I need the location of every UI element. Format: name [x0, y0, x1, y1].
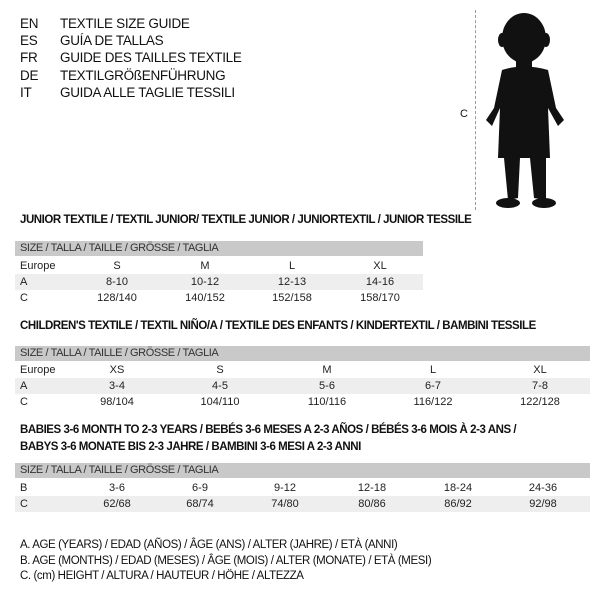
table-cell: 116/122 [413, 396, 453, 408]
table-row: C 98/104 104/110 110/116 116/122 122/128 [15, 394, 590, 410]
table-cell: L [429, 364, 437, 376]
table-cell: 7-8 [532, 380, 548, 392]
table-title-line2: BABYS 3-6 MONATE BIS 2-3 JAHRE / BAMBINI… [20, 441, 361, 453]
table-cell: XS [109, 364, 125, 376]
guide-title: GUÍA DE TALLAS [60, 33, 164, 49]
table-cell: 8-10 [105, 276, 129, 288]
language-code: ES [20, 33, 38, 49]
table-cell: M [200, 260, 210, 272]
table-cell: 152/158 [272, 292, 312, 304]
table-row: C 62/68 68/74 74/80 80/86 86/92 92/98 [15, 496, 590, 512]
note-line: C. (cm) HEIGHT / ALTURA / HAUTEUR / HÖHE… [20, 570, 304, 582]
table-cell: XL [533, 364, 547, 376]
table-cell: 3-4 [109, 380, 125, 392]
table-header: SIZE / TALLA / TAILLE / GRÖSSE / TAGLIA [15, 346, 590, 361]
row-label: C [20, 498, 28, 510]
measure-label: C [460, 108, 468, 120]
table-cell: 14-16 [365, 276, 395, 288]
row-label: C [20, 292, 28, 304]
table-cell: 24-36 [528, 482, 558, 494]
table-cell: 12-18 [357, 482, 387, 494]
table-cell: 3-6 [109, 482, 125, 494]
language-code: IT [20, 84, 32, 100]
table-cell: 92/98 [529, 498, 557, 510]
guide-title: GUIDA ALLE TAGLIE TESSILI [60, 84, 235, 100]
row-label: B [20, 482, 28, 494]
table-cell: L [288, 260, 296, 272]
note-line: B. AGE (MONTHS) / EDAD (MESES) / ÂGE (MO… [20, 554, 432, 567]
table-row: A 3-4 4-5 5-6 6-7 7-8 [15, 378, 590, 394]
table-cell: 4-5 [212, 380, 228, 392]
table-cell: S [113, 260, 121, 272]
table-title: BABIES 3-6 MONTH TO 2-3 YEARS / BEBÉS 3-… [20, 424, 517, 436]
table-cell: 158/170 [360, 292, 400, 304]
table-header: SIZE / TALLA / TAILLE / GRÖSSE / TAGLIA [15, 463, 590, 478]
table-cell: 98/104 [100, 396, 134, 408]
table-row: C 128/140 140/152 152/158 158/170 [15, 290, 423, 306]
table-cell: 140/152 [185, 292, 225, 304]
table-cell: 6-9 [192, 482, 208, 494]
table-row: Europe S M L XL [15, 258, 423, 274]
guide-title: TEXTILE SIZE GUIDE [60, 16, 190, 31]
table-cell: 74/80 [271, 498, 299, 510]
measure-line [475, 10, 476, 210]
row-label: A [20, 276, 28, 288]
table-cell: 68/74 [186, 498, 214, 510]
row-label: Europe [20, 260, 56, 272]
table-row: B 3-6 6-9 9-12 12-18 18-24 24-36 [15, 480, 590, 496]
table-cell: 104/110 [200, 396, 240, 408]
table-title: JUNIOR TEXTILE / TEXTIL JUNIOR/ TEXTILE … [20, 214, 472, 226]
row-label: Europe [20, 364, 56, 376]
child-silhouette-icon [486, 13, 564, 208]
language-code: FR [20, 50, 38, 66]
table-cell: 122/128 [520, 396, 560, 408]
table-cell: 12-13 [277, 276, 307, 288]
language-code: DE [20, 67, 39, 83]
table-cell: 80/86 [358, 498, 386, 510]
table-title: CHILDREN'S TEXTILE / TEXTIL NIÑO/A / TEX… [20, 320, 536, 332]
table-cell: 9-12 [273, 482, 297, 494]
table-cell: M [322, 364, 332, 376]
table-cell: 110/116 [307, 396, 347, 408]
table-cell: 18-24 [443, 482, 473, 494]
table-cell: 10-12 [190, 276, 220, 288]
table-row: Europe XS S M L XL [15, 362, 590, 378]
guide-title: TEXTILGRÖßENFÜHRUNG [60, 67, 226, 83]
note-line: A. AGE (YEARS) / EDAD (AÑOS) / ÂGE (ANS)… [20, 539, 398, 551]
language-code: EN [20, 16, 39, 31]
table-cell: 86/92 [444, 498, 472, 510]
table-cell: XL [373, 260, 387, 272]
guide-title: GUIDE DES TAILLES TEXTILE [60, 50, 242, 66]
row-label: C [20, 396, 28, 408]
table-cell: 6-7 [425, 380, 441, 392]
table-cell: 5-6 [319, 380, 335, 392]
table-header: SIZE / TALLA / TAILLE / GRÖSSE / TAGLIA [15, 241, 423, 256]
table-cell: S [216, 364, 224, 376]
row-label: A [20, 380, 28, 392]
table-cell: 128/140 [97, 292, 137, 304]
table-row: A 8-10 10-12 12-13 14-16 [15, 274, 423, 290]
table-cell: 62/68 [103, 498, 131, 510]
